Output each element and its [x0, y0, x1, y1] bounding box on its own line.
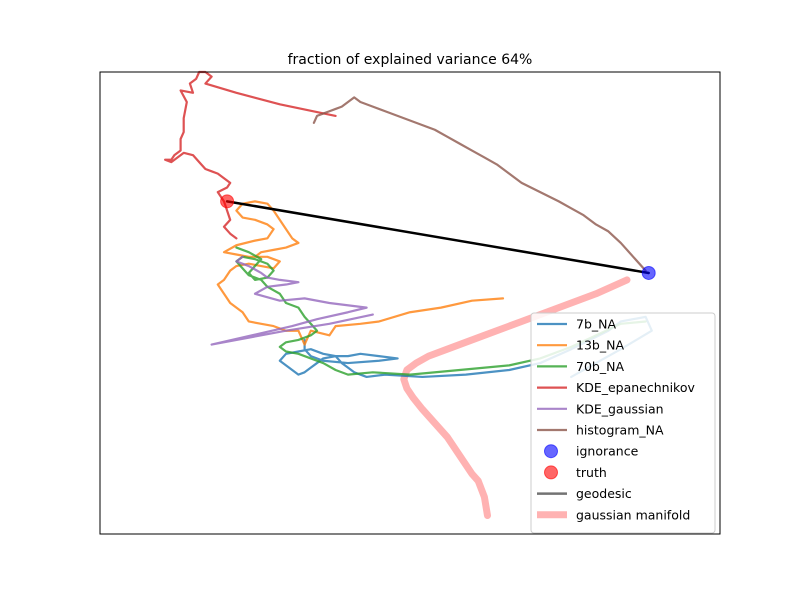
legend-label-truth: truth [576, 465, 607, 480]
kde-epanechnikov-line [164, 70, 337, 240]
legend-label-70b-na: 70b_NA [576, 359, 624, 374]
truth-point [220, 194, 235, 209]
ignorance-point [641, 265, 656, 280]
legend-label-ignorance: ignorance [576, 444, 639, 459]
70b-na-line [235, 246, 647, 376]
plot-area [164, 70, 656, 520]
legend: 7b_NA 13b_NA 70b_NA KDE_epanechnikov KDE_gau… [530, 312, 716, 534]
gaussian-manifold-line [400, 276, 631, 520]
legend-marker-truth [544, 465, 558, 480]
axes-frame [99, 71, 721, 535]
kde-gaussian-line [210, 255, 374, 346]
legend-label-histogram-na: histogram_NA [576, 423, 664, 438]
legend-label-gaussian-manifold: gaussian manifold [576, 507, 690, 522]
chart-title: fraction of explained variance 64% [288, 52, 533, 68]
geodesic-line [225, 200, 650, 275]
legend-marker-ignorance [544, 444, 558, 459]
legend-label-kde-epanechnikov: KDE_epanechnikov [576, 380, 695, 395]
legend-box [530, 312, 716, 534]
histogram-na-line [312, 96, 647, 272]
legend-label-13b-na: 13b_NA [576, 338, 624, 353]
legend-label-geodesic: geodesic [576, 486, 632, 501]
legend-label-7b-na: 7b_NA [576, 317, 616, 332]
legend-label-kde-gaussian: KDE_gaussian [576, 401, 664, 416]
